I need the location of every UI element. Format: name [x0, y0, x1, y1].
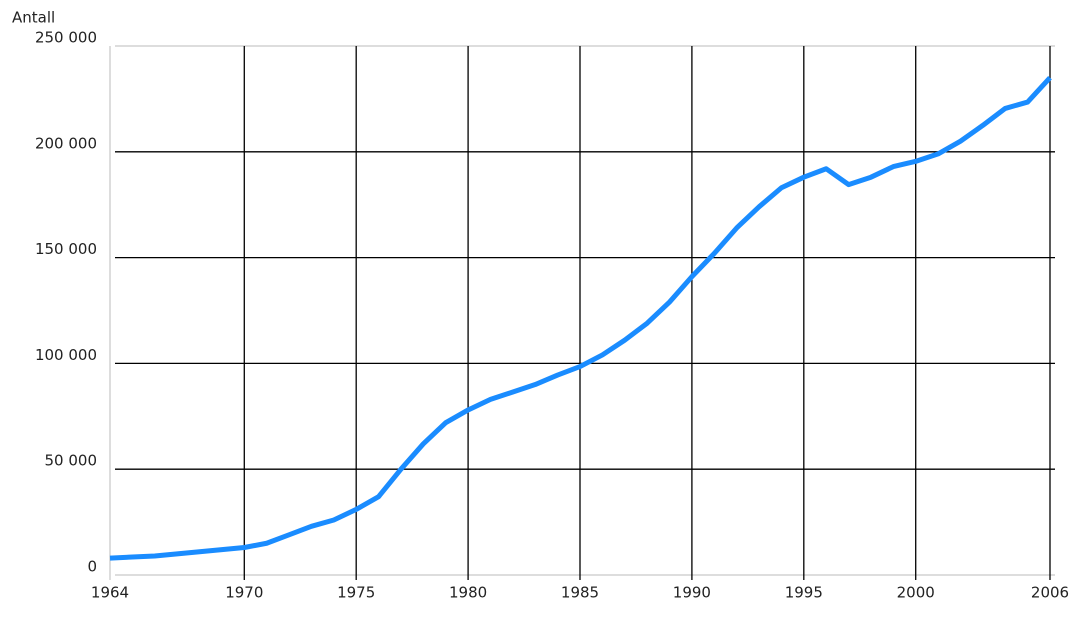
x-tick-label: 1995 [785, 584, 823, 602]
y-axis-label: Antall [12, 9, 55, 27]
x-tick-label: 1985 [561, 584, 599, 602]
y-tick-label: 100 000 [35, 346, 97, 364]
y-tick-label: 50 000 [45, 452, 98, 470]
x-tick-label: 1964 [91, 584, 129, 602]
x-tick-label: 2006 [1031, 584, 1069, 602]
x-tick-label: 1975 [337, 584, 375, 602]
x-tick-label: 1990 [673, 584, 711, 602]
line [109, 76, 1052, 561]
x-tick-label: 2000 [897, 584, 935, 602]
x-tick-label: 1970 [225, 584, 263, 602]
y-tick-label: 150 000 [35, 240, 97, 258]
y-tick-label: 250 000 [35, 29, 97, 47]
y-tick-label: 200 000 [35, 134, 97, 152]
y-tick-label: 0 [87, 558, 97, 576]
x-tick-label: 1980 [449, 584, 487, 602]
